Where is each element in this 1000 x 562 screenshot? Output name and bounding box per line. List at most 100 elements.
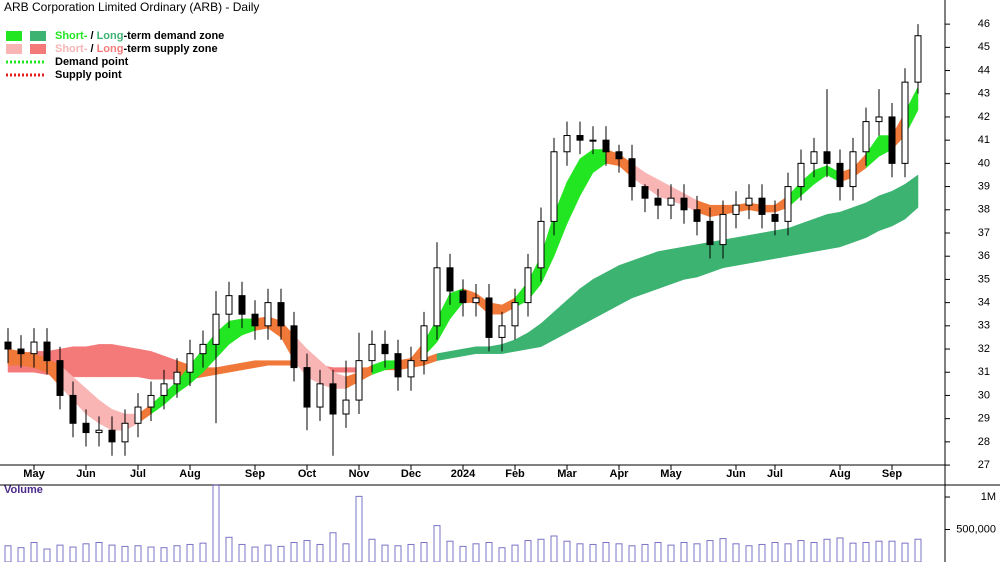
zone-segment: [852, 202, 867, 243]
volume-bar: [680, 542, 688, 562]
volume-bar: [264, 544, 272, 562]
legend-part: Short-: [55, 30, 88, 42]
volume-tick-label: 1M: [981, 491, 996, 503]
volume-bar: [95, 542, 103, 562]
volume-bar: [121, 545, 129, 562]
y-tick-label: 31: [978, 366, 990, 378]
zone-segment: [891, 183, 906, 227]
volume-label: Volume: [4, 484, 43, 496]
zone-segment: [657, 248, 672, 290]
volume-bar: [108, 544, 116, 562]
candle-body: [732, 204, 740, 215]
zone-segment: [839, 207, 854, 248]
candle-body: [498, 325, 506, 338]
zone-segment: [137, 348, 152, 380]
candle-body: [667, 197, 675, 206]
x-tick-label: Sep: [882, 468, 902, 480]
zone-segment: [813, 165, 828, 185]
candle-body: [238, 295, 246, 315]
y-tick-label: 33: [978, 320, 990, 332]
y-tick-label: 27: [978, 459, 990, 471]
zone-segment: [111, 344, 126, 378]
volume-bar: [238, 543, 246, 562]
volume-bar: [342, 543, 350, 562]
x-tick-label: Jul: [767, 468, 783, 480]
volume-bar: [693, 543, 701, 562]
candle-body: [160, 383, 168, 396]
zone-segment: [332, 367, 347, 373]
zone-segment: [98, 344, 113, 378]
candle-body: [56, 360, 64, 396]
candle-body: [901, 81, 909, 164]
volume-bar: [394, 545, 402, 562]
zone-segment: [618, 260, 633, 306]
volume-tick-label: 500,000: [956, 523, 996, 535]
zone-segment: [150, 350, 165, 380]
candle-body: [381, 343, 389, 355]
volume-bar: [563, 540, 571, 562]
zone-segment: [254, 360, 269, 368]
volume-bar: [30, 542, 38, 562]
volume-bar: [134, 545, 142, 562]
volume-bar: [368, 538, 376, 562]
volume-bar: [849, 542, 857, 562]
legend-text: Supply point: [55, 69, 122, 81]
legend-text: Demand point: [55, 56, 129, 68]
zone-segment: [501, 339, 516, 354]
y-tick-label: 45: [978, 41, 990, 53]
x-tick-label: Jun: [76, 468, 96, 480]
zone-segment: [241, 360, 256, 371]
volume-bar: [251, 546, 259, 562]
candle-body: [355, 360, 363, 401]
zone-segment: [228, 362, 243, 373]
candle-body: [654, 197, 662, 206]
candle-body: [407, 360, 415, 378]
candle-body: [446, 267, 454, 292]
volume-bar: [381, 544, 389, 562]
candle-body: [95, 429, 103, 434]
y-tick-label: 40: [978, 157, 990, 169]
zone-segment: [514, 332, 529, 352]
zone-segment: [267, 360, 282, 366]
y-tick-label: 46: [978, 18, 990, 30]
x-tick-label: Aug: [829, 468, 850, 480]
candle-body: [186, 353, 194, 373]
zone-segment: [475, 346, 490, 354]
zone-segment: [540, 311, 555, 348]
volume-bar: [472, 543, 480, 562]
candle-body: [849, 151, 857, 188]
candle-body: [693, 209, 701, 222]
volume-bar: [667, 544, 675, 562]
zone-segment: [774, 228, 789, 259]
volume-bar: [420, 542, 428, 562]
volume-bar: [745, 545, 753, 562]
volume-bar: [589, 543, 597, 562]
legend-swatch: [30, 31, 46, 41]
legend-part: /: [87, 43, 96, 55]
candle-body: [303, 367, 311, 408]
volume-bar: [433, 525, 441, 562]
volume-bar: [69, 546, 77, 562]
candle-body: [30, 341, 38, 355]
candle-body: [563, 135, 571, 153]
chart-title: ARB Corporation Limited Ordinary (ARB) -…: [4, 0, 259, 14]
zone-segment: [488, 344, 503, 354]
candle-body: [576, 135, 584, 141]
candle-body: [472, 297, 480, 304]
volume-bar: [706, 540, 714, 562]
candle-body: [394, 353, 402, 378]
candle-body: [758, 197, 766, 215]
zone-segment: [566, 288, 581, 334]
x-tick-label: Mar: [557, 468, 577, 480]
legend-swatch: [6, 44, 22, 54]
legend-part: Short-: [55, 43, 88, 55]
zone-segment: [592, 272, 607, 320]
zone-segment: [371, 360, 386, 375]
candle-body: [550, 151, 558, 222]
volume-bar: [407, 543, 415, 562]
volume-bar: [875, 540, 883, 562]
zone-segment: [826, 211, 841, 250]
candle-body: [251, 313, 259, 327]
y-tick-label: 37: [978, 227, 990, 239]
volume-bar: [446, 540, 454, 562]
